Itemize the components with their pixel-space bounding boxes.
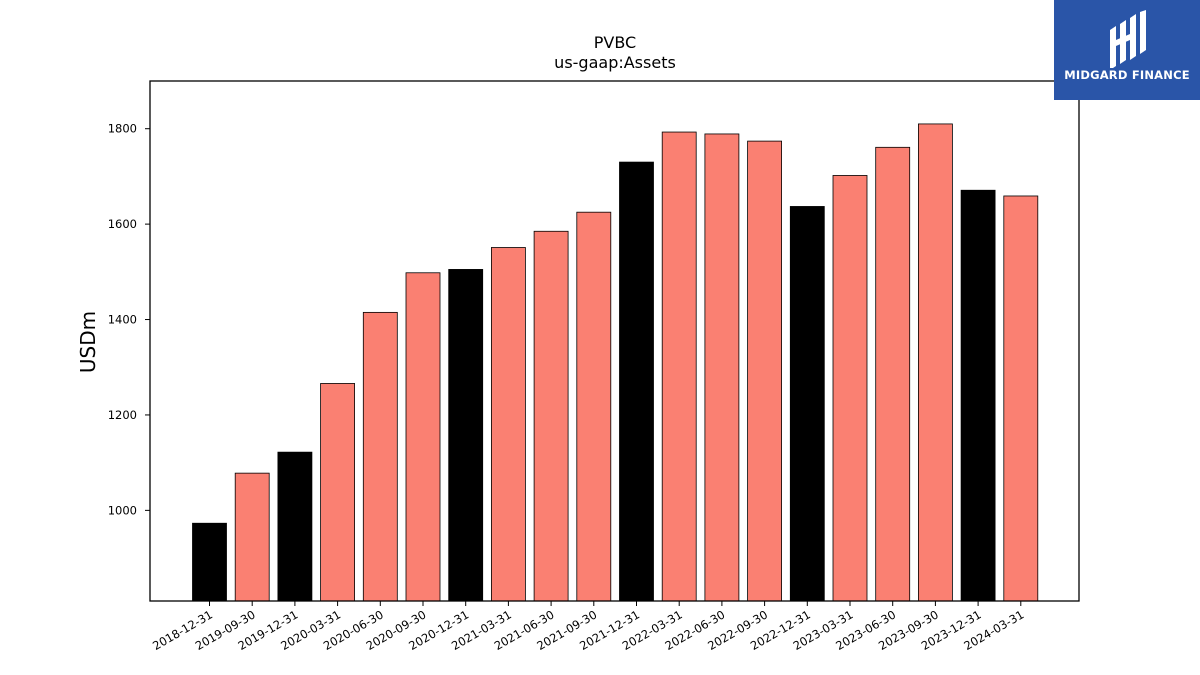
bar-2023-12-31 <box>960 189 996 602</box>
chart-title: PVBC <box>594 33 636 52</box>
y-axis-label: USDm <box>76 311 100 373</box>
bar-2021-06-30 <box>533 230 569 602</box>
x-axis: 2018-12-312019-09-302019-12-312020-03-31… <box>150 601 1026 653</box>
bar-2024-03-31 <box>1003 195 1039 602</box>
logo-mark-icon <box>1110 10 1146 68</box>
bar-2018-12-31 <box>192 522 227 602</box>
bar-2019-09-30 <box>234 472 270 602</box>
bar-2020-12-31 <box>448 269 484 602</box>
bar-2021-03-31 <box>490 247 526 602</box>
midgard-finance-logo: MIDGARD FINANCE <box>1054 0 1200 100</box>
bar-2023-06-30 <box>875 146 911 602</box>
bar-2022-06-30 <box>704 133 740 602</box>
bar-2020-06-30 <box>362 311 398 602</box>
bar-2020-09-30 <box>405 272 441 602</box>
y-tick-label: 1000 <box>108 503 137 517</box>
bar-2022-09-30 <box>747 140 782 602</box>
bar-2022-03-31 <box>661 131 697 602</box>
y-tick-label: 1200 <box>108 408 137 422</box>
plot-frame <box>149 80 1080 602</box>
chart-subtitle: us-gaap:Assets <box>554 53 676 72</box>
bar-2021-09-30 <box>576 211 612 602</box>
y-tick-label: 1400 <box>108 313 137 327</box>
bar-2019-12-31 <box>277 451 313 602</box>
y-tick-label: 1600 <box>108 217 137 231</box>
y-tick-label: 1800 <box>108 122 137 136</box>
bars-group <box>192 123 1039 602</box>
bar-2022-12-31 <box>789 206 825 602</box>
bar-2020-03-31 <box>320 383 356 602</box>
bar-2023-03-31 <box>832 175 868 602</box>
bar-2021-12-31 <box>619 161 654 602</box>
y-axis: 1000 1200 1400 1600 1800 <box>108 122 150 517</box>
logo-text: MIDGARD FINANCE <box>1064 68 1190 82</box>
bar-2023-09-30 <box>918 123 953 602</box>
